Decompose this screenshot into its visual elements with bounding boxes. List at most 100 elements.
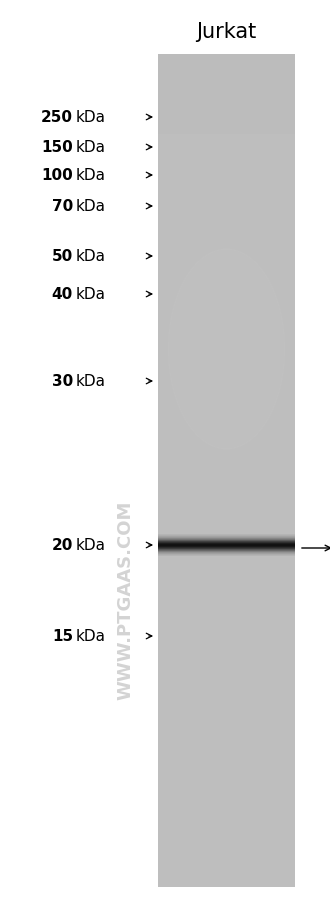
Text: Jurkat: Jurkat — [196, 22, 257, 42]
Text: 50: 50 — [52, 249, 73, 264]
Bar — [158, 732, 295, 735]
Bar — [158, 468, 295, 472]
Bar — [158, 235, 295, 238]
Bar — [158, 629, 295, 632]
Bar — [158, 143, 295, 147]
Bar — [158, 349, 295, 352]
Text: kDa: kDa — [76, 629, 106, 644]
Bar — [158, 146, 295, 150]
Bar — [158, 293, 295, 297]
Bar — [158, 399, 295, 402]
Bar — [158, 818, 295, 821]
Bar — [158, 851, 295, 854]
Bar — [158, 277, 295, 281]
Bar — [158, 269, 295, 272]
Bar — [158, 587, 295, 591]
Bar — [158, 78, 295, 80]
Bar — [158, 543, 295, 547]
Text: 100: 100 — [41, 169, 73, 183]
Bar — [158, 759, 295, 763]
Bar — [158, 615, 295, 619]
Bar — [158, 207, 295, 211]
Bar — [158, 266, 295, 269]
Bar — [158, 765, 295, 769]
Bar — [158, 288, 295, 291]
Bar — [158, 512, 295, 516]
Bar — [158, 599, 295, 602]
Bar — [158, 471, 295, 474]
Bar — [158, 446, 295, 449]
Bar — [158, 510, 295, 513]
Bar — [158, 557, 295, 560]
Bar — [158, 665, 295, 668]
Bar — [158, 179, 295, 183]
Bar — [158, 579, 295, 583]
Bar — [158, 199, 295, 202]
Bar — [158, 205, 295, 208]
Bar — [158, 749, 295, 751]
Bar — [158, 845, 295, 849]
Text: kDa: kDa — [76, 249, 106, 264]
Bar — [158, 177, 295, 180]
Bar — [158, 488, 295, 491]
Bar — [158, 848, 295, 851]
Bar — [158, 698, 295, 702]
Bar — [158, 197, 295, 199]
Bar — [158, 690, 295, 694]
Bar — [158, 388, 295, 391]
Bar — [158, 435, 295, 438]
Bar — [158, 626, 295, 630]
Bar — [158, 74, 295, 78]
Bar — [158, 754, 295, 757]
Bar — [158, 452, 295, 455]
Bar — [158, 621, 295, 624]
Text: 15: 15 — [52, 629, 73, 644]
Bar — [158, 635, 295, 638]
Bar — [158, 590, 295, 594]
Bar — [158, 574, 295, 577]
Bar — [158, 860, 295, 862]
Bar — [158, 674, 295, 676]
Bar — [158, 862, 295, 865]
Bar — [158, 133, 295, 136]
Bar — [158, 602, 295, 604]
Bar — [158, 502, 295, 505]
Bar — [158, 274, 295, 277]
Bar — [158, 649, 295, 652]
Bar — [158, 88, 295, 91]
Text: WWW.PTGAAS.COM: WWW.PTGAAS.COM — [116, 500, 134, 699]
Bar — [158, 365, 295, 369]
Bar — [158, 440, 295, 444]
Bar — [158, 740, 295, 743]
Bar — [158, 612, 295, 616]
Bar — [158, 149, 295, 152]
Bar — [158, 166, 295, 170]
Bar — [158, 723, 295, 727]
Bar — [158, 879, 295, 882]
Bar — [158, 419, 295, 421]
Text: kDa: kDa — [76, 199, 106, 215]
Bar — [158, 91, 295, 95]
Bar — [158, 718, 295, 721]
Bar — [158, 584, 295, 588]
Bar — [158, 296, 295, 299]
Bar — [158, 527, 295, 529]
Bar — [158, 194, 295, 197]
Bar — [158, 119, 295, 122]
Bar — [158, 798, 295, 802]
Text: 150: 150 — [41, 141, 73, 155]
Bar — [158, 113, 295, 116]
Bar — [158, 809, 295, 813]
Bar — [158, 884, 295, 888]
Bar — [158, 529, 295, 532]
Bar — [158, 401, 295, 405]
Bar — [158, 693, 295, 696]
Bar — [158, 299, 295, 302]
Bar — [158, 185, 295, 189]
Bar — [158, 233, 295, 235]
Bar — [158, 55, 295, 135]
Bar — [158, 870, 295, 874]
Bar — [158, 69, 295, 72]
Bar — [158, 662, 295, 666]
Bar — [158, 254, 295, 258]
